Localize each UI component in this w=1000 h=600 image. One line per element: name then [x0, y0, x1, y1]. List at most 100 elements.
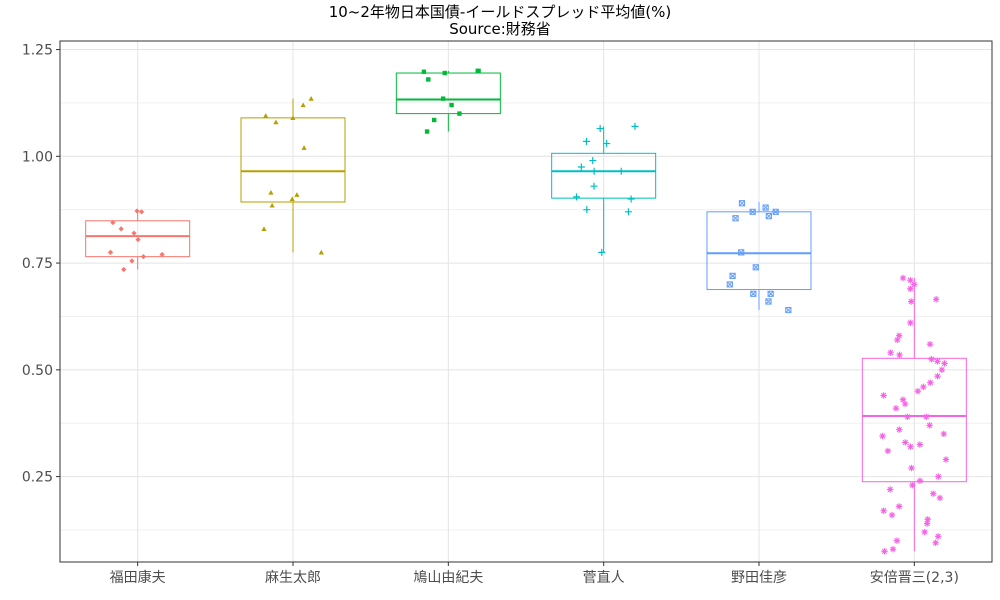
data-point: [934, 358, 941, 365]
data-point: [892, 405, 900, 412]
data-point: [598, 248, 606, 256]
data-point: [934, 533, 942, 540]
data-point: [889, 545, 897, 553]
data-point: [932, 296, 940, 303]
data-point: [726, 281, 733, 288]
x-tick-label: 麻生太郎: [265, 570, 321, 586]
data-point: [909, 481, 916, 489]
data-point: [765, 298, 772, 305]
data-point: [426, 77, 431, 82]
data-point: [738, 249, 745, 256]
data-point: [589, 157, 597, 165]
data-point: [603, 139, 611, 147]
data-point: [261, 226, 267, 231]
data-point: [110, 219, 116, 226]
data-point: [475, 68, 480, 74]
data-point: [442, 70, 447, 76]
data-point: [583, 206, 591, 214]
data-point: [308, 96, 314, 101]
data-point: [457, 111, 462, 116]
data-point: [582, 137, 590, 145]
panel-border: [59, 40, 993, 563]
data-point: [879, 432, 886, 440]
data-point: [289, 196, 295, 202]
data-point: [596, 125, 604, 133]
data-point: [881, 548, 888, 555]
data-point: [910, 281, 918, 288]
data-point: [886, 486, 894, 493]
data-point: [938, 366, 946, 374]
x-tick-label: 鳩山由紀夫: [413, 570, 483, 586]
chart-title: 10~2年物日本国債-イールドスプレッド平均値(%): [328, 3, 672, 21]
data-point: [908, 464, 915, 472]
data-point: [896, 426, 903, 433]
data-point: [767, 290, 774, 297]
data-point: [449, 102, 454, 108]
data-point: [895, 332, 903, 339]
data-point: [138, 209, 145, 215]
data-point: [732, 215, 739, 222]
data-point: [301, 145, 307, 150]
data-point: [926, 341, 934, 348]
y-tick-label: 0.75: [22, 256, 53, 272]
data-point: [318, 249, 324, 255]
box: [85, 220, 191, 258]
data-point: [887, 349, 894, 356]
data-point: [624, 208, 632, 216]
data-point: [294, 192, 300, 197]
data-point: [750, 290, 757, 297]
box: [551, 152, 657, 199]
data-point: [894, 336, 901, 344]
data-point: [921, 528, 928, 536]
x-tick-label: 野田佳彦: [731, 570, 787, 586]
data-point: [118, 226, 124, 232]
data-point: [440, 96, 446, 101]
data-point: [930, 490, 937, 497]
data-point: [129, 258, 135, 264]
data-point: [880, 507, 887, 514]
data-point: [907, 319, 914, 327]
data-point: [269, 202, 275, 208]
data-point: [935, 473, 942, 480]
y-tick-label: 0.25: [22, 470, 53, 486]
data-point: [573, 193, 581, 201]
data-point: [762, 204, 769, 211]
box: [706, 211, 812, 291]
data-point: [300, 102, 306, 108]
data-point: [134, 208, 140, 214]
y-tick-label: 0.50: [22, 363, 53, 379]
data-point: [916, 441, 924, 448]
data-point: [934, 373, 941, 380]
data-point: [135, 236, 141, 243]
data-point: [765, 212, 772, 220]
data-point: [924, 516, 931, 523]
box: [395, 72, 501, 115]
data-point: [263, 113, 269, 118]
data-point: [932, 539, 939, 546]
data-point: [901, 400, 909, 408]
data-point: [880, 392, 887, 399]
data-point: [590, 182, 598, 190]
data-point: [273, 119, 279, 125]
data-point: [631, 122, 639, 130]
data-point: [942, 456, 950, 463]
data-point: [729, 272, 736, 279]
data-point: [899, 274, 907, 282]
data-point: [627, 195, 635, 203]
data-point: [904, 413, 911, 421]
x-tick-label: 安倍晋三(2,3): [870, 570, 959, 586]
data-point: [896, 351, 903, 359]
data-point: [159, 251, 165, 258]
data-point: [738, 200, 746, 207]
y-tick-label: 1.00: [22, 149, 53, 165]
data-point: [131, 230, 137, 236]
data-point: [888, 511, 896, 519]
data-point: [916, 477, 924, 485]
data-point: [941, 360, 948, 367]
data-point: [752, 264, 759, 271]
data-point: [785, 306, 792, 314]
data-point: [907, 443, 914, 450]
data-point: [899, 396, 907, 403]
data-point: [902, 439, 909, 446]
